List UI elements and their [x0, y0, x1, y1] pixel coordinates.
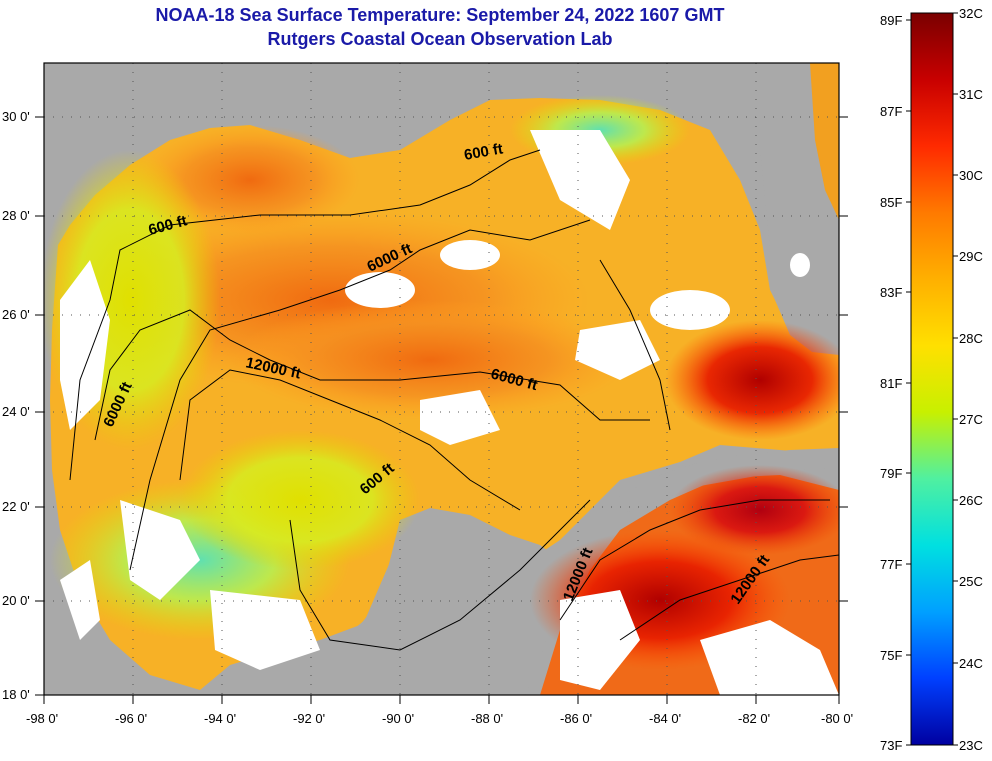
contour-label: 600 ft	[463, 140, 505, 164]
map-subtitle: Rutgers Coastal Ocean Observation Lab	[267, 29, 613, 49]
fahrenheit-label: 77F	[880, 557, 902, 572]
latitude-labels: 30 0' 28 0' 26 0' 24 0' 22 0' 20 0' 18 0…	[2, 109, 30, 702]
cloud-cover	[60, 130, 839, 695]
color-bar-gradient	[910, 12, 954, 746]
lat-label: 26 0'	[2, 307, 30, 322]
celsius-label: 30C	[959, 168, 983, 183]
lon-label: -84 0'	[649, 711, 681, 726]
axis-ticks	[35, 116, 848, 704]
fahrenheit-label: 75F	[880, 648, 902, 663]
yucatan-land	[300, 508, 560, 695]
lon-label: -90 0'	[382, 711, 414, 726]
longitude-labels: -98 0' -96 0' -94 0' -92 0' -90 0' -88 0…	[26, 711, 853, 726]
map-title: NOAA-18 Sea Surface Temperature: Septemb…	[155, 5, 725, 25]
fahrenheit-label: 79F	[880, 466, 902, 481]
fahrenheit-label: 73F	[880, 738, 902, 753]
map-area	[44, 63, 839, 695]
lat-label: 24 0'	[2, 404, 30, 419]
celsius-label: 29C	[959, 249, 983, 264]
celsius-label: 25C	[959, 574, 983, 589]
lat-label: 22 0'	[2, 499, 30, 514]
lat-label: 20 0'	[2, 593, 30, 608]
lon-label: -82 0'	[738, 711, 770, 726]
atlantic-water	[810, 63, 839, 220]
celsius-label: 26C	[959, 493, 983, 508]
fahrenheit-label: 81F	[880, 376, 902, 391]
lon-label: -94 0'	[204, 711, 236, 726]
color-bar: 89F 87F 85F 83F 81F 79F 77F 75F 73F 32C …	[880, 6, 983, 753]
lat-label: 28 0'	[2, 208, 30, 223]
celsius-label: 32C	[959, 6, 983, 21]
celsius-label: 31C	[959, 87, 983, 102]
lon-label: -80 0'	[821, 711, 853, 726]
lat-label: 18 0'	[2, 687, 30, 702]
fahrenheit-label: 85F	[880, 195, 902, 210]
celsius-label: 24C	[959, 656, 983, 671]
lat-lon-grid	[44, 63, 839, 695]
celsius-label: 28C	[959, 331, 983, 346]
celsius-label: 23C	[959, 738, 983, 753]
map-frame	[43, 62, 840, 696]
lon-label: -92 0'	[293, 711, 325, 726]
lon-label: -98 0'	[26, 711, 58, 726]
lat-label: 30 0'	[2, 109, 30, 124]
lon-label: -88 0'	[471, 711, 503, 726]
celsius-label: 27C	[959, 412, 983, 427]
fahrenheit-label: 89F	[880, 13, 902, 28]
lon-label: -86 0'	[560, 711, 592, 726]
fahrenheit-label: 87F	[880, 104, 902, 119]
lon-label: -96 0'	[115, 711, 147, 726]
fahrenheit-label: 83F	[880, 285, 902, 300]
bathymetry-contours	[69, 149, 839, 651]
